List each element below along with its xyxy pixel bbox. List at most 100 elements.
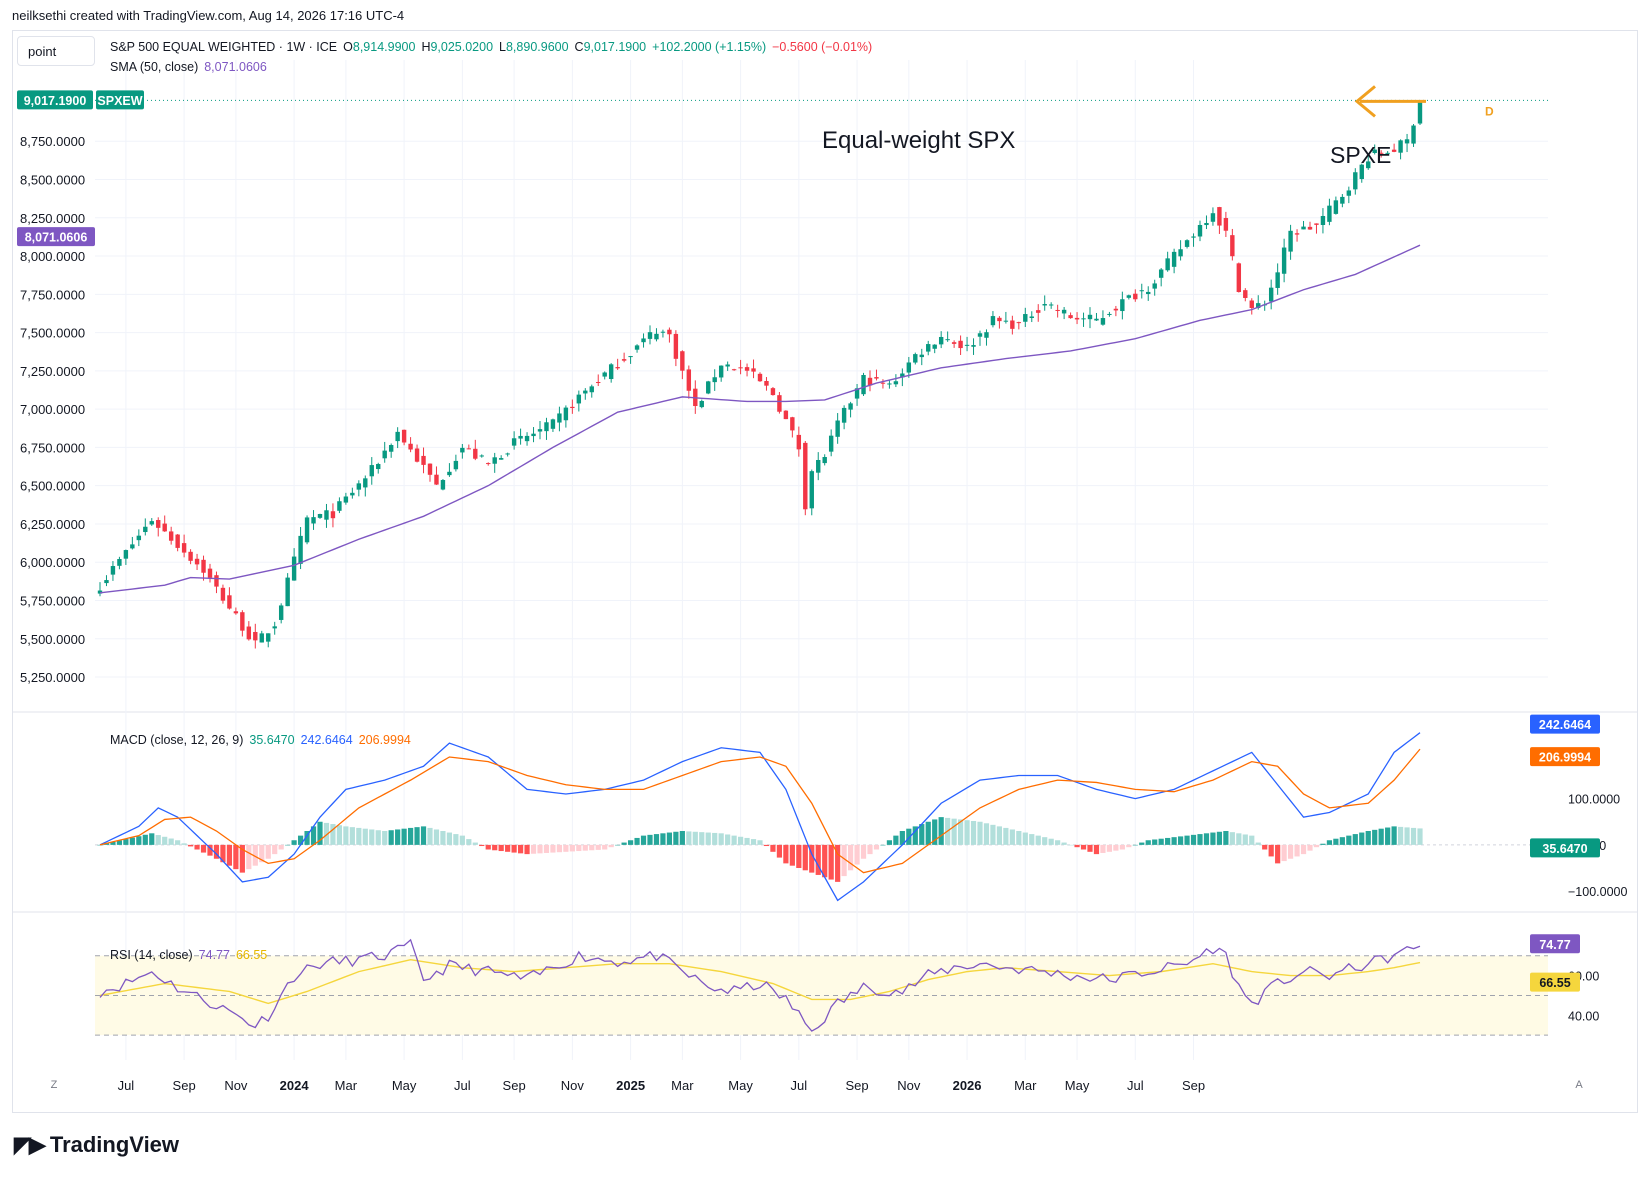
y-tick-label: 6,000.0000 xyxy=(20,555,85,570)
candle-body xyxy=(1126,295,1132,298)
macd-hist-bar xyxy=(951,818,957,845)
macd-hist-bar xyxy=(427,827,433,845)
symbol-input[interactable]: point xyxy=(17,36,95,66)
rsi-band-layer xyxy=(95,955,1548,1036)
candle-body xyxy=(298,535,303,564)
macd-hist-bar xyxy=(129,837,135,845)
macd-y-tick: 100.0000 xyxy=(1568,793,1620,807)
tradingview-logo-icon: ◤▶ xyxy=(14,1132,46,1157)
macd-hist-bar xyxy=(382,831,388,845)
macd-hist-bar xyxy=(517,844,524,854)
timezone-toggle-button[interactable]: Z xyxy=(50,1079,58,1091)
macd-label: MACD (close, 12, 26, 9) xyxy=(110,733,244,747)
candle-body xyxy=(699,400,704,408)
macd-hist-bar xyxy=(744,837,750,845)
candle-body xyxy=(777,395,782,412)
macd-hist-bar xyxy=(285,844,291,846)
x-tick-label: Nov xyxy=(224,1078,248,1093)
macd-hist-bar xyxy=(932,819,938,845)
candle-body xyxy=(1171,251,1177,267)
candle-body xyxy=(1243,290,1248,298)
macd-hist-bar xyxy=(783,844,789,864)
candle-body xyxy=(1016,322,1022,324)
candle-body xyxy=(1165,258,1170,271)
macd-hist-bar xyxy=(1223,831,1229,845)
macd-hist-bar xyxy=(162,836,168,845)
candle-body xyxy=(156,520,161,528)
macd-hist-bar xyxy=(699,832,705,845)
candle-body xyxy=(848,403,853,410)
macd-hist-bar xyxy=(317,821,323,845)
x-tick-label: Jul xyxy=(791,1078,808,1093)
macd-tag-bg xyxy=(1530,714,1600,734)
macd-hist-bar xyxy=(1087,844,1093,852)
candle-body xyxy=(1113,308,1119,311)
x-tick-label: Jul xyxy=(1127,1078,1144,1093)
macd-hist-bar xyxy=(705,832,711,845)
candle-body xyxy=(1191,236,1196,238)
macd-hist-bar xyxy=(1404,827,1410,845)
macd-hist-bar xyxy=(446,832,453,845)
candle-body xyxy=(201,559,206,573)
macd-hist-bar xyxy=(925,821,931,845)
sma-legend: SMA (50, close) 8,071.0606 xyxy=(110,60,273,74)
candle-body xyxy=(227,595,232,609)
macd-hist-bar xyxy=(1333,838,1339,845)
macd-hist-bar xyxy=(323,822,330,845)
candle-body xyxy=(731,369,737,371)
annotation-arrow-head xyxy=(1354,85,1376,118)
macd-hist-bar xyxy=(1352,834,1358,845)
candle-body xyxy=(1178,249,1183,257)
x-tick-label: Mar xyxy=(1014,1078,1037,1093)
macd-hist-bar xyxy=(1365,831,1371,845)
macd-hist-bar xyxy=(511,844,517,853)
candle-body xyxy=(1223,218,1229,231)
macd-hist-bar xyxy=(1126,844,1132,848)
macd-hist-bar xyxy=(1100,844,1106,853)
candle-body xyxy=(1100,318,1106,325)
signal-tag-text: 206.9994 xyxy=(1539,751,1591,765)
macd-hist-bar xyxy=(634,837,640,845)
candle-body xyxy=(466,448,472,450)
x-tick-label: 2024 xyxy=(280,1078,310,1093)
candles xyxy=(97,101,1423,649)
x-tick-label: Nov xyxy=(897,1078,921,1093)
candle-body xyxy=(654,333,659,340)
macd-hist-bar xyxy=(1177,836,1184,845)
candle-body xyxy=(660,331,666,333)
candle-body xyxy=(1081,318,1086,320)
macd-hist-bar xyxy=(718,833,724,845)
macd-hist-bar xyxy=(1197,834,1203,845)
candle-body xyxy=(1314,223,1319,225)
candle-body xyxy=(1398,140,1403,153)
axis-labels: Jul Sep Nov 2024 Mar May Jul Sep Nov 2025 Mar May Ju… xyxy=(20,134,1627,1093)
candle-body xyxy=(434,474,439,485)
x-tick-label: 2026 xyxy=(953,1078,982,1093)
candle-body xyxy=(596,381,601,383)
macd-hist-bar xyxy=(356,827,362,845)
candle-body xyxy=(285,577,290,607)
macd-hist-bar xyxy=(977,821,983,845)
rsi-tag-text: 74.77 xyxy=(1539,938,1570,952)
macd-hist-bar xyxy=(627,840,634,845)
macd-hist-bar xyxy=(809,844,815,873)
macd-hist-bar xyxy=(1184,835,1190,845)
macd-hist-bar xyxy=(835,844,841,882)
auto-scale-button[interactable]: A xyxy=(1575,1079,1583,1091)
macd-hist-bar xyxy=(485,844,491,850)
candle-body xyxy=(738,367,743,369)
macd-hist-bar xyxy=(1152,839,1158,845)
candle-body xyxy=(136,535,142,541)
macd-hist-bar xyxy=(1113,844,1119,851)
macd-tag: 242.6464 xyxy=(1530,714,1600,734)
macd-hist-bar xyxy=(938,817,944,845)
candle-body xyxy=(1010,320,1015,329)
rsi-ma-tag: 66.55 xyxy=(1530,972,1580,992)
ticker-tag-bg xyxy=(96,90,144,110)
candle-body xyxy=(337,501,342,511)
candle-body xyxy=(647,332,653,339)
candle-body xyxy=(304,517,310,543)
candle-body xyxy=(744,367,750,371)
candle-body xyxy=(110,566,116,575)
